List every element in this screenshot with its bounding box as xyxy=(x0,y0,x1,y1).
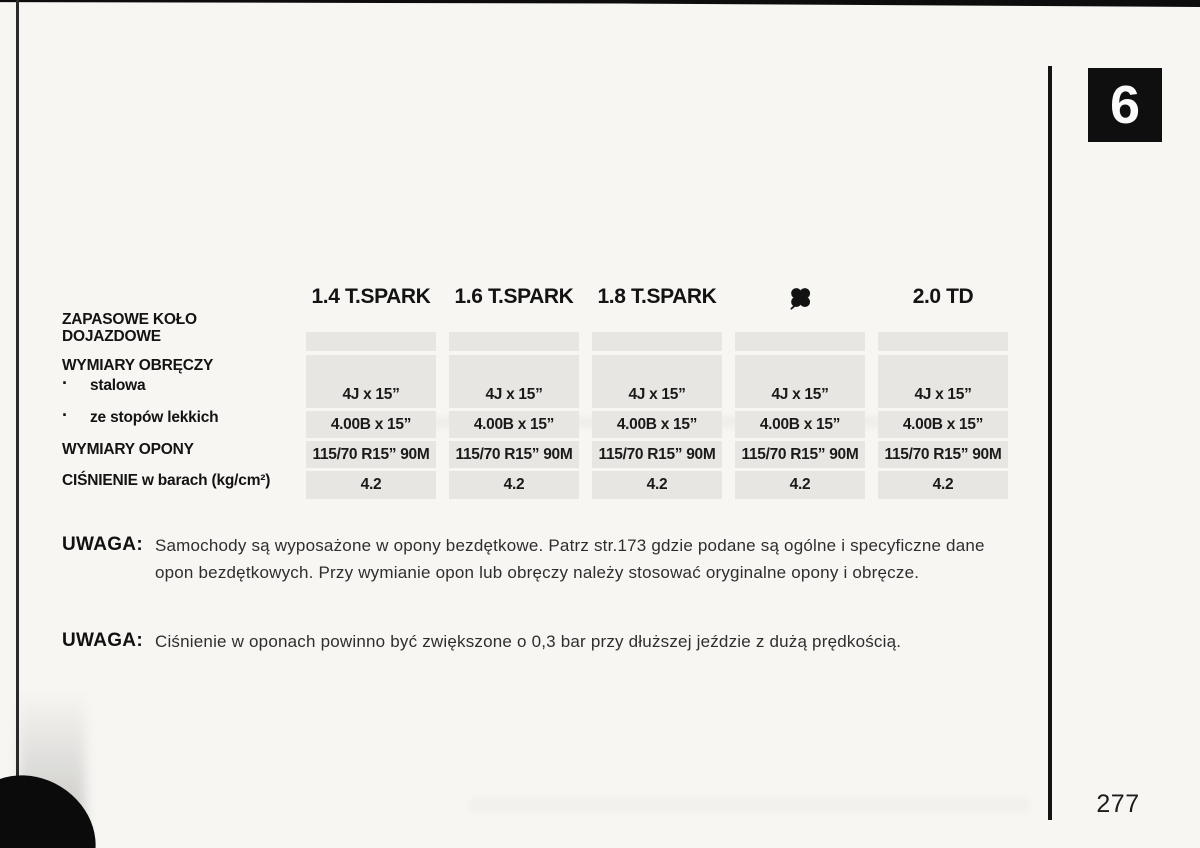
row-label-pressure: CIŚNIENIE w barach (kg/cm²) xyxy=(62,472,271,489)
row-label-spare-wheel-line2: DOJAZDOWE xyxy=(62,328,161,345)
note-pressure-high-speed: UWAGA: Ciśnienie w oponach powinno być z… xyxy=(62,628,1010,655)
scan-top-edge xyxy=(0,0,1200,7)
chapter-divider-rule xyxy=(1048,66,1052,820)
table-row-separator xyxy=(306,468,1008,471)
row-label-spare-wheel-line1: ZAPASOWE KOŁO xyxy=(62,311,197,328)
chapter-number: 6 xyxy=(1109,75,1141,135)
table-column-band xyxy=(592,332,722,499)
table-cell-pressure: 4.2 xyxy=(503,476,525,493)
table-cell-rim-steel: 4J x 15” xyxy=(628,386,686,403)
table-cell-rim-steel: 4J x 15” xyxy=(342,386,400,403)
table-cell-pressure: 4.2 xyxy=(932,476,954,493)
chapter-badge: 6 xyxy=(1088,68,1162,142)
column-header-2-0-td: 2.0 TD xyxy=(912,285,974,308)
bullet-icon: · xyxy=(62,373,68,393)
table-cell-pressure: 4.2 xyxy=(789,476,811,493)
column-header-1-8-t-spark: 1.8 T.SPARK xyxy=(597,285,717,308)
row-label-steel-rim: · stalowa xyxy=(62,373,146,394)
row-label-alloy-rim: · ze stopów lekkich xyxy=(62,405,219,426)
row-label-tyre-dimensions: WYMIARY OPONY xyxy=(62,441,194,458)
note-text: Ciśnienie w oponach powinno być zwiększo… xyxy=(154,632,902,651)
table-cell-rim-alloy: 4.00B x 15” xyxy=(759,416,841,433)
table-cell-rim-alloy: 4.00B x 15” xyxy=(473,416,555,433)
table-cell-rim-alloy: 4.00B x 15” xyxy=(330,416,412,433)
row-label-spare-wheel: ZAPASOWE KOŁO DOJAZDOWE xyxy=(62,311,197,345)
table-cell-pressure: 4.2 xyxy=(360,476,382,493)
column-header-quadrifoglio xyxy=(723,284,877,310)
table-cell-rim-steel: 4J x 15” xyxy=(914,386,972,403)
page-left-edge xyxy=(16,0,19,848)
bullet-icon: · xyxy=(62,405,68,425)
table-column-band xyxy=(306,332,436,499)
bleed-through-ghost xyxy=(470,798,1030,813)
table-cell-tyre-size: 115/70 R15” 90M xyxy=(884,446,1002,463)
table-column-band xyxy=(449,332,579,499)
table-cell-rim-alloy: 4.00B x 15” xyxy=(902,416,984,433)
clover-icon xyxy=(789,287,810,310)
table-cell-tyre-size: 115/70 R15” 90M xyxy=(598,446,716,463)
table-cell-tyre-size: 115/70 R15” 90M xyxy=(455,446,573,463)
table-cell-pressure: 4.2 xyxy=(646,476,668,493)
table-row-separator xyxy=(306,438,1008,441)
table-cell-rim-steel: 4J x 15” xyxy=(771,386,829,403)
table-cell-rim-alloy: 4.00B x 15” xyxy=(616,416,698,433)
column-header-1-4-t-spark: 1.4 T.SPARK xyxy=(311,285,431,308)
table-row-separator xyxy=(306,408,1008,411)
table-cell-rim-steel: 4J x 15” xyxy=(485,386,543,403)
row-label-rim-dimensions: WYMIARY OBRĘCZY xyxy=(62,357,214,374)
table-cell-tyre-size: 115/70 R15” 90M xyxy=(741,446,859,463)
note-label: UWAGA: xyxy=(62,534,143,555)
table-row-separator xyxy=(306,351,1008,355)
table-cell-tyre-size: 115/70 R15” 90M xyxy=(312,446,430,463)
page-number: 277 xyxy=(1096,790,1140,818)
column-header-1-6-t-spark: 1.6 T.SPARK xyxy=(454,285,574,308)
table-column-band xyxy=(878,332,1008,499)
table-column-band xyxy=(735,332,865,499)
note-text: Samochody są wyposażone w opony bezdętko… xyxy=(154,536,985,582)
note-label: UWAGA: xyxy=(62,630,143,651)
note-tubeless-tyres: UWAGA: Samochody są wyposażone w opony b… xyxy=(62,532,1010,586)
